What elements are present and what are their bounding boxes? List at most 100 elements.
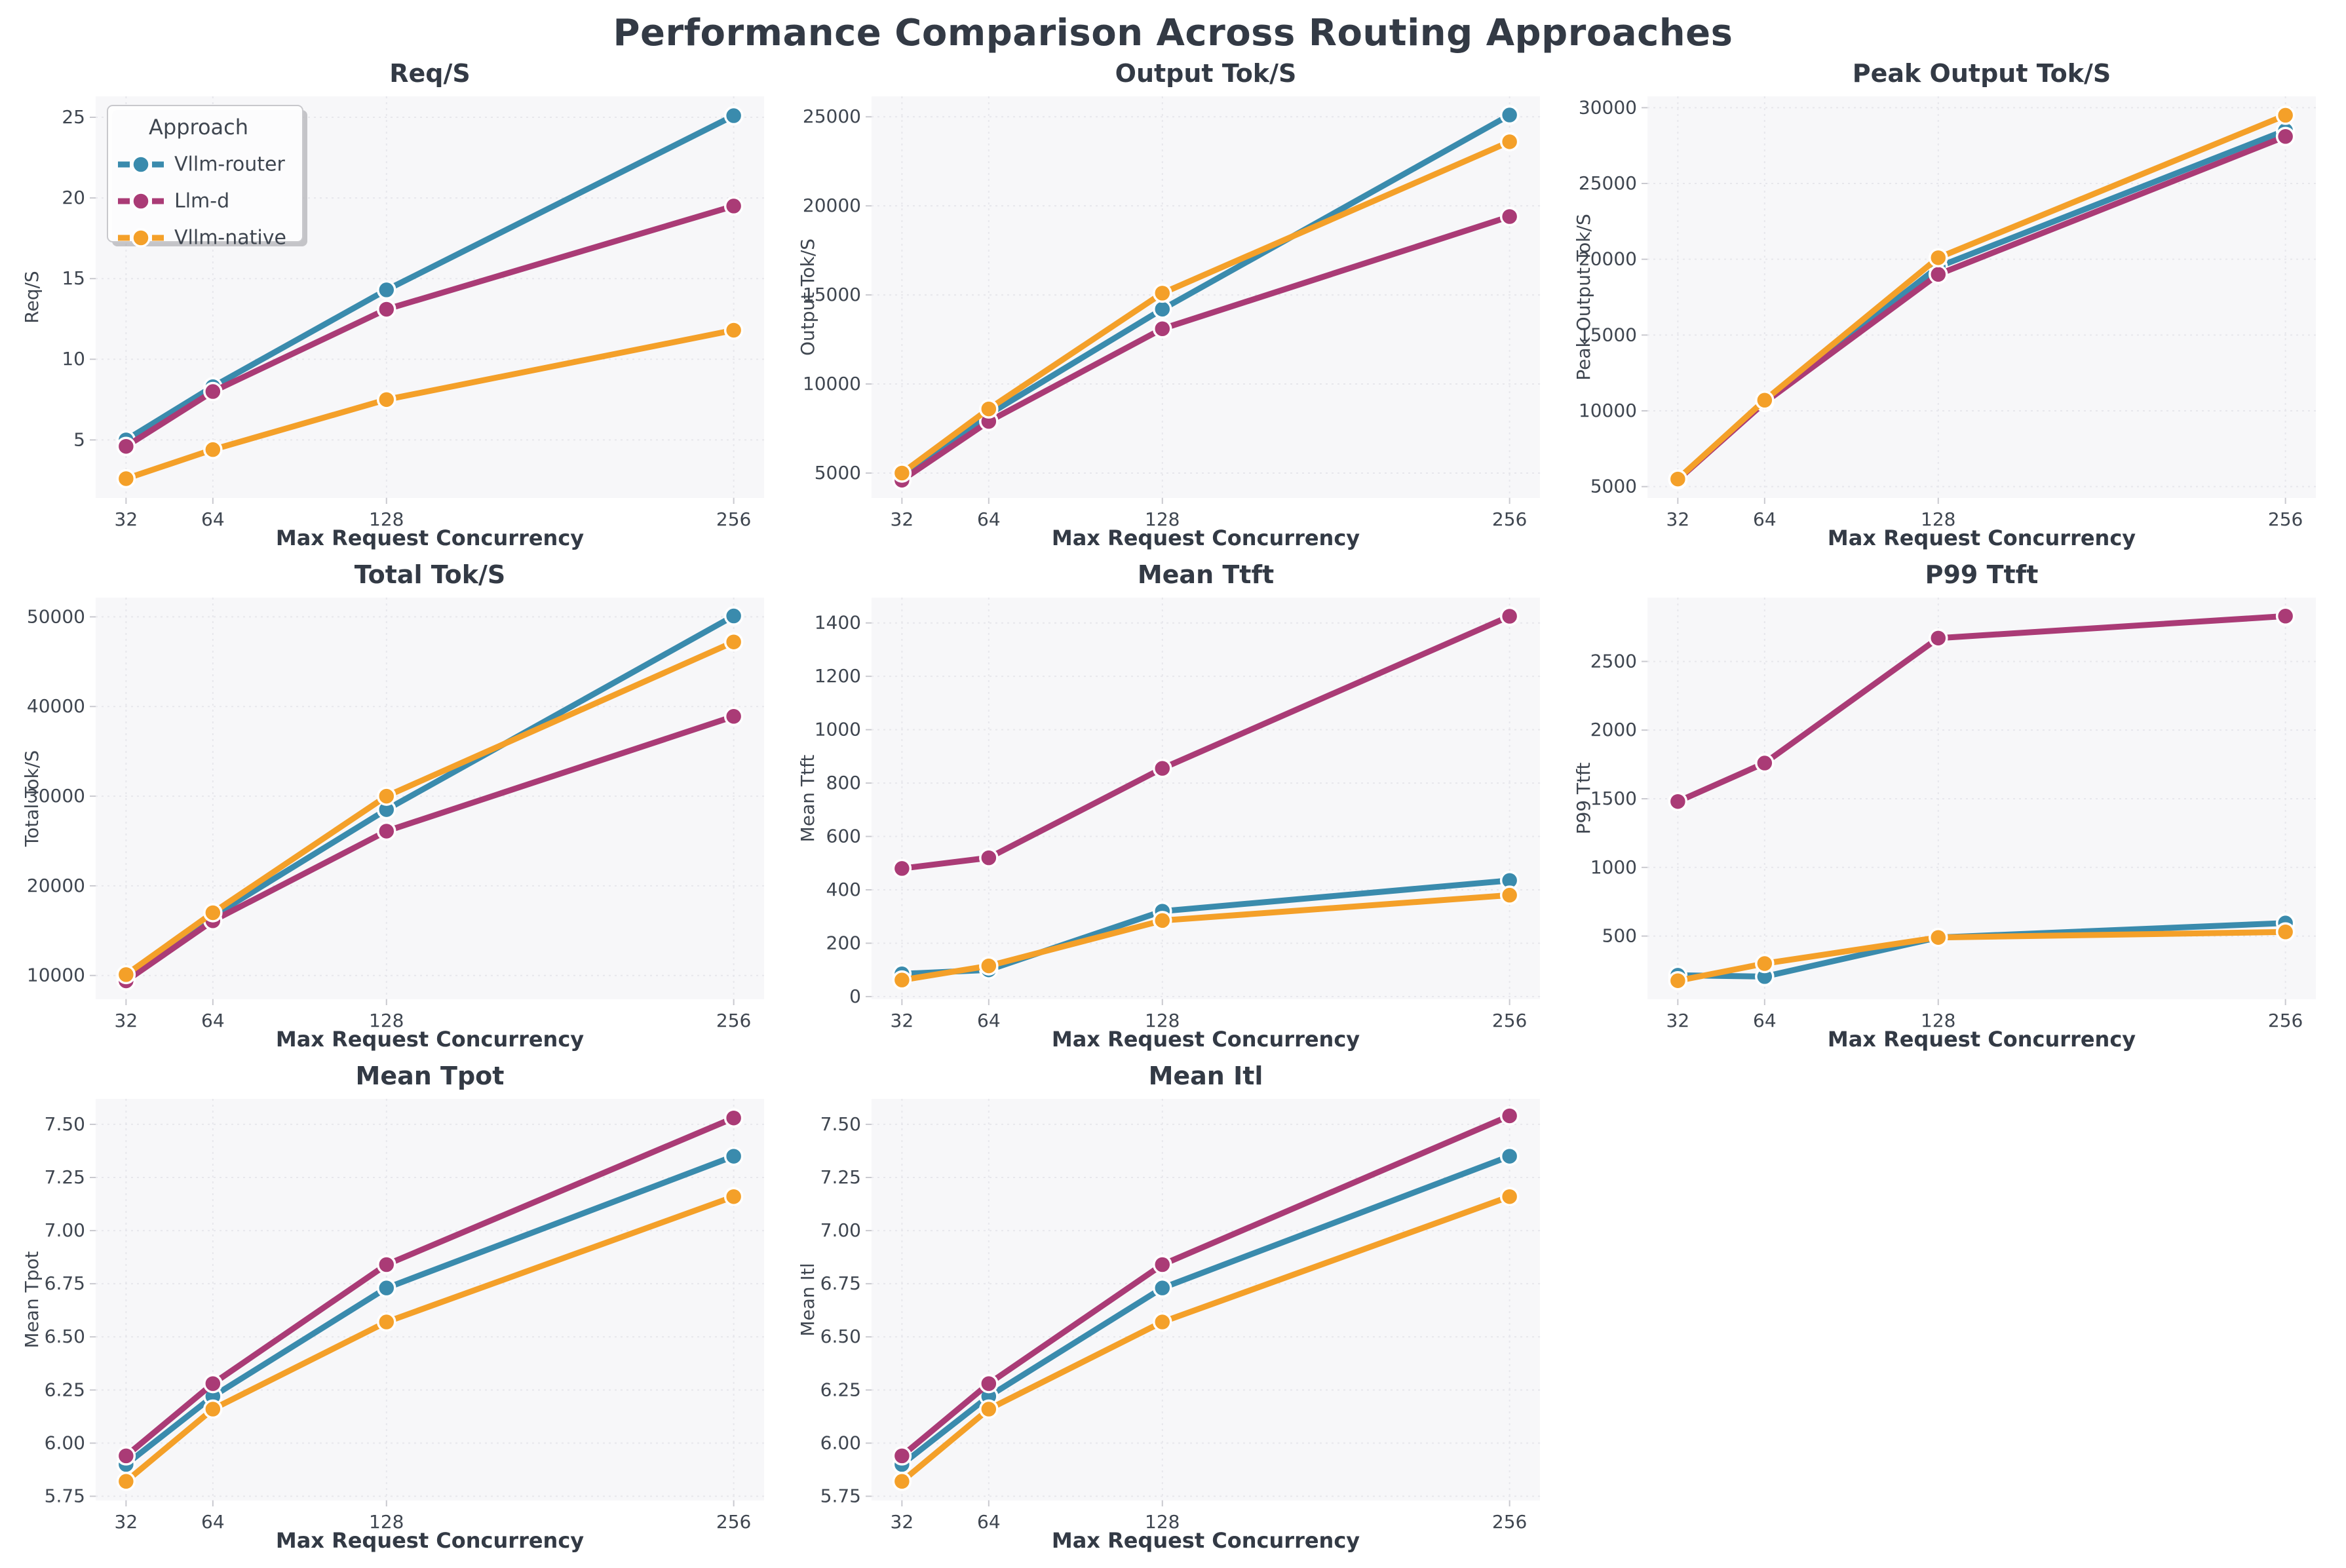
legend-label: Llm-d <box>174 190 229 213</box>
data-point-Llm-d <box>892 858 912 879</box>
y-tick-label: 6.75 <box>45 1272 85 1294</box>
subplot-output-tok-s: 32 64 128 256 5000 10000 15000 20000 25000 Output… <box>792 58 1552 558</box>
y-tick-label: 800 <box>826 772 861 794</box>
series-line-Llm-d <box>898 613 1513 871</box>
legend-title: Approach <box>149 115 248 140</box>
chart-grid: 32 64 128 256 5 10 15 20 25 Req/S Max Request Conc… <box>0 58 2346 1561</box>
data-point-Vllm-native <box>203 440 223 459</box>
series-line-Vllm-native <box>898 138 1513 476</box>
plot-area <box>872 1099 1540 1501</box>
subplot-title: P99 Ttft <box>1925 560 2039 589</box>
data-point-Vllm-native <box>2275 922 2296 942</box>
x-tick-label: 128 <box>1145 1010 1180 1031</box>
subplot-mean-tpot: 32 64 128 256 5.75 6.00 6.25 6.50 6.75 7.00 7.25 7.… <box>16 1061 776 1561</box>
x-tick-label: 32 <box>1666 1010 1690 1031</box>
data-point-Vllm-router <box>1499 105 1520 125</box>
data-point-Vllm-router <box>377 1278 396 1298</box>
y-tick-label: 1000 <box>1590 856 1637 878</box>
subplot-title: Total Tok/S <box>355 560 506 589</box>
y-tick-label: 2000 <box>1590 719 1637 740</box>
y-tick-label: 20 <box>62 187 85 208</box>
y-tick-label: 400 <box>826 879 861 900</box>
data-point-Llm-d <box>1755 753 1775 773</box>
y-tick-label: 5 <box>73 429 85 450</box>
y-axis-label: Output Tok/S <box>797 239 818 356</box>
chart-p99-ttft: 32 64 128 256 500 1000 1500 2000 2500 P99 Ttft Max… <box>1573 560 2316 1052</box>
x-tick-label: 32 <box>1666 508 1690 530</box>
x-tick-label: 128 <box>369 1010 404 1031</box>
x-tick-label: 256 <box>1492 508 1527 530</box>
y-axis-label: Req/S <box>21 271 43 323</box>
y-tick-label: 7.50 <box>45 1113 85 1135</box>
y-axis-label: Mean Tpot <box>21 1251 43 1348</box>
subplot-title: Output Tok/S <box>1115 59 1297 88</box>
data-point-Llm-d <box>1499 1106 1520 1126</box>
data-point-Vllm-native <box>377 1312 396 1332</box>
data-point-Vllm-native <box>116 468 136 489</box>
x-tick-label: 256 <box>2268 508 2303 530</box>
y-tick-label: 200 <box>826 932 861 953</box>
y-tick-label: 6.50 <box>45 1326 85 1347</box>
series-line-Llm-d <box>898 213 1513 484</box>
y-tick-label: 15000 <box>1579 324 1637 345</box>
y-tick-label: 6.75 <box>820 1272 861 1294</box>
data-point-Vllm-native <box>1499 1187 1520 1206</box>
x-tick-label: 256 <box>1492 1010 1527 1031</box>
chart-mean-tpot: 32 64 128 256 5.75 6.00 6.25 6.50 6.75 7.00 7.25 7.… <box>21 1061 764 1553</box>
series-line-Vllm-router <box>123 113 737 443</box>
subplot-total-tok-s: 32 64 128 256 10000 20000 30000 40000 50000 Total… <box>16 560 776 1060</box>
x-axis-label: Max Request Concurrency <box>276 1528 584 1553</box>
y-tick-label: 6.50 <box>820 1326 861 1347</box>
data-point-Vllm-router <box>1153 299 1172 319</box>
data-point-Llm-d <box>2275 126 2296 147</box>
y-tick-label: 25000 <box>803 105 861 127</box>
y-tick-label: 20000 <box>803 195 861 216</box>
y-tick-label: 25 <box>62 106 85 128</box>
plot-area <box>96 598 764 999</box>
x-tick-label: 256 <box>716 1511 751 1533</box>
y-tick-label: 6.00 <box>820 1432 861 1453</box>
data-point-Llm-d <box>377 299 396 319</box>
series-line-Llm-d <box>898 1113 1513 1459</box>
data-point-Llm-d <box>203 1373 223 1394</box>
data-point-Vllm-native <box>1668 469 1688 489</box>
data-point-Llm-d <box>1153 319 1172 339</box>
legend: Approach Vllm-router Llm-d Vllm-native <box>107 105 307 250</box>
series-line-Llm-d <box>1674 613 2289 805</box>
data-point-Vllm-native <box>203 1399 223 1419</box>
subplot-title: Mean Ttft <box>1138 560 1274 589</box>
x-tick-label: 128 <box>1921 1010 1955 1031</box>
chart-output-tok-s: 32 64 128 256 5000 10000 15000 20000 25000 Output… <box>797 59 1540 550</box>
data-point-Vllm-native <box>1153 911 1172 930</box>
x-tick-label: 32 <box>115 1010 138 1031</box>
data-point-Vllm-native <box>892 463 912 483</box>
y-tick-label: 1500 <box>1590 788 1637 809</box>
data-point-Llm-d <box>1929 265 1948 284</box>
data-point-Vllm-native <box>1929 927 1948 947</box>
data-point-Vllm-router <box>1153 1278 1172 1298</box>
series-line-Llm-d <box>123 202 737 449</box>
data-point-Vllm-native <box>116 1472 136 1491</box>
data-point-Llm-d <box>377 821 396 841</box>
y-tick-label: 25000 <box>1579 172 1637 194</box>
y-axis-label: Mean Itl <box>797 1263 818 1336</box>
x-tick-label: 128 <box>369 1511 404 1533</box>
data-point-Llm-d <box>116 436 136 456</box>
y-tick-label: 0 <box>849 985 861 1007</box>
x-tick-label: 64 <box>201 1010 225 1031</box>
plot-area <box>96 1099 764 1501</box>
data-point-Vllm-native <box>892 1472 912 1491</box>
data-point-Vllm-native <box>2275 105 2296 125</box>
y-tick-label: 7.25 <box>45 1166 85 1188</box>
y-tick-label: 500 <box>1602 925 1637 947</box>
y-tick-label: 40000 <box>27 695 85 717</box>
series-line-Vllm-router <box>123 1153 737 1468</box>
data-point-Vllm-router <box>723 1146 744 1166</box>
data-point-Vllm-native <box>377 786 396 806</box>
y-tick-label: 5.75 <box>45 1485 85 1506</box>
chart-req-s: 32 64 128 256 5 10 15 20 25 Req/S Max Request Conc… <box>21 59 764 550</box>
subplot-title: Mean Tpot <box>356 1061 505 1090</box>
subplot-mean-ttft: 32 64 128 256 0 200 400 600 800 1000 1200 1400 Mean … <box>792 560 1552 1060</box>
data-point-Llm-d <box>979 848 999 868</box>
y-axis-label: Total Tok/S <box>21 750 43 847</box>
